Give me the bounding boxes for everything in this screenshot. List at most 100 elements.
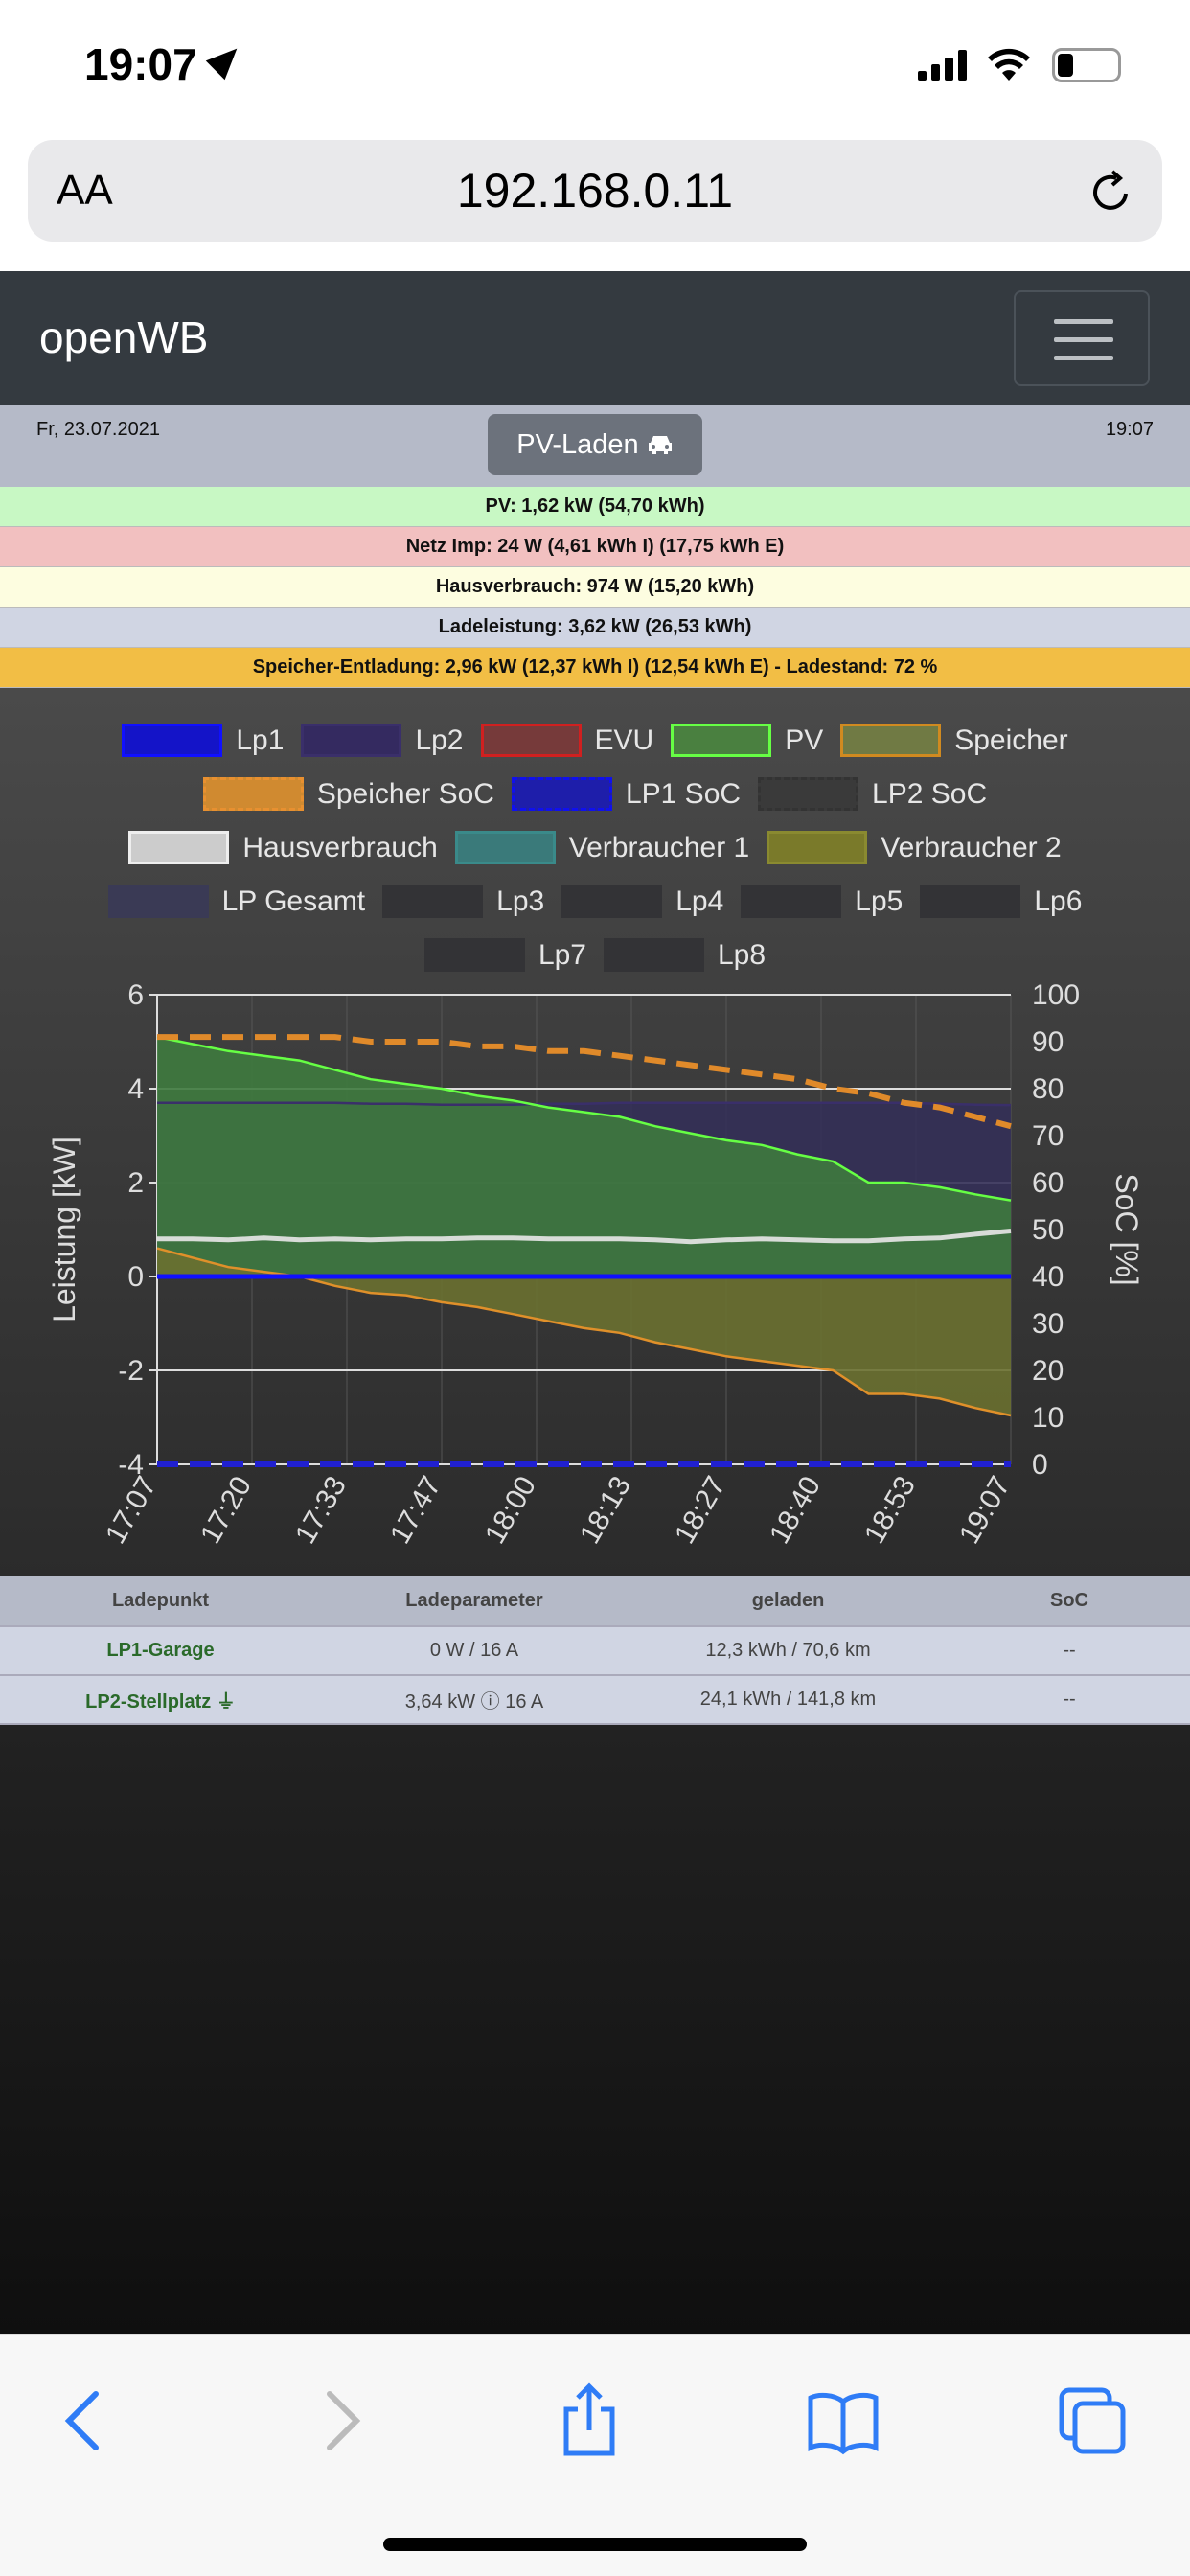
legend-item[interactable]: LP1 SoC <box>511 777 742 811</box>
lp-param: 3,64 kW ⓘ 16 A <box>404 1691 544 1713</box>
y2-tick-label: 0 <box>1032 1449 1048 1481</box>
x-tick-label: 18:40 <box>764 1471 827 1550</box>
table-header: Ladepunkt Ladeparameter geladen SoC <box>0 1576 1190 1627</box>
legend-label: Lp7 <box>538 938 586 971</box>
legend-label: LP2 SoC <box>872 777 988 810</box>
legend-swatch <box>202 777 304 811</box>
legend-swatch <box>920 885 1021 918</box>
header-ladeparameter: Ladeparameter <box>405 1590 543 1611</box>
series-area-pv <box>157 1037 1011 1276</box>
summary-row: PV: 1,62 kW (54,70 kWh) <box>0 487 1190 527</box>
legend-item[interactable]: Verbraucher 1 <box>454 831 750 864</box>
table-row[interactable]: LP1-Garage 0 W / 16 A 12,3 kWh / 70,6 km… <box>0 1627 1190 1676</box>
legend-item[interactable]: Lp4 <box>561 885 723 918</box>
lp-name-cell[interactable]: LP2-Stellplatz ⏚ <box>0 1686 321 1714</box>
legend-item[interactable]: LP Gesamt <box>107 885 366 918</box>
y-tick-label: -4 <box>118 1449 144 1481</box>
y2-tick-label: 20 <box>1032 1355 1064 1387</box>
y2-tick-label: 10 <box>1032 1402 1064 1434</box>
legend-swatch <box>382 885 484 918</box>
table-row[interactable]: LP2-Stellplatz ⏚ 3,64 kW ⓘ 16 A 24,1 kWh… <box>0 1676 1190 1725</box>
lp-charged: 24,1 kWh / 141,8 km <box>699 1689 877 1710</box>
legend-label: Lp2 <box>415 724 464 756</box>
y2-tick-label: 100 <box>1032 979 1080 1011</box>
address-bar[interactable]: AA 192.168.0.11 <box>28 140 1162 242</box>
legend-row: Lp1 Lp2 EVU PV Speicher <box>0 724 1190 757</box>
bookmarks-icon[interactable] <box>805 2382 881 2459</box>
legend-label: Lp5 <box>855 885 904 917</box>
legend-swatch <box>604 938 704 972</box>
car-icon <box>648 436 672 454</box>
date-text: Fr, 23.07.2021 <box>36 419 160 440</box>
legend-row: Lp7 Lp8 <box>0 938 1190 972</box>
brand-logo[interactable]: openWB <box>39 312 209 362</box>
legend-label: LP Gesamt <box>221 885 366 917</box>
series-area-speicher <box>157 1248 1011 1415</box>
legend-item[interactable]: Lp5 <box>741 885 903 918</box>
legend-row: Hausverbrauch Verbraucher 1 Verbraucher 2 <box>0 831 1190 864</box>
tabs-icon[interactable] <box>1054 2382 1131 2459</box>
url-text[interactable]: 192.168.0.11 <box>456 164 734 218</box>
legend-item[interactable]: Lp6 <box>920 885 1082 918</box>
lp-name[interactable]: LP1-Garage <box>106 1640 215 1661</box>
battery-icon <box>1052 48 1121 82</box>
share-icon[interactable] <box>551 2382 628 2459</box>
legend-item[interactable]: Lp1 <box>122 724 284 757</box>
legend-item[interactable]: Lp2 <box>301 724 464 757</box>
status-time: 19:07 <box>84 39 197 89</box>
legend-item[interactable]: EVU <box>480 724 654 757</box>
navbar: openWB <box>0 271 1190 405</box>
menu-toggle-button[interactable] <box>1014 290 1150 386</box>
charge-mode-label: PV-Laden <box>516 428 639 460</box>
legend-swatch <box>423 938 525 972</box>
legend-item[interactable]: PV <box>671 724 823 757</box>
legend-row: LP Gesamt Lp3 Lp4 Lp5 Lp6 <box>0 885 1190 918</box>
back-icon[interactable] <box>46 2382 123 2459</box>
y2-tick-label: 30 <box>1032 1308 1064 1340</box>
summary-row: Speicher-Entladung: 2,96 kW (12,37 kWh I… <box>0 648 1190 688</box>
legend-item[interactable]: Speicher SoC <box>202 777 494 811</box>
info-bar: Fr, 23.07.2021 PV-Laden 19:07 <box>0 405 1190 487</box>
legend-item[interactable]: Hausverbrauch <box>128 831 438 864</box>
x-tick-label: 17:20 <box>195 1471 258 1550</box>
x-tick-label: 18:00 <box>479 1471 542 1550</box>
x-tick-label: 17:47 <box>384 1471 447 1550</box>
legend-swatch <box>741 885 842 918</box>
reload-icon[interactable] <box>1087 169 1133 215</box>
legend-item[interactable]: LP2 SoC <box>758 777 987 811</box>
y2-tick-label: 50 <box>1032 1214 1064 1246</box>
x-tick-label: 19:07 <box>953 1471 1017 1550</box>
legend-item[interactable]: Lp3 <box>382 885 544 918</box>
y2-tick-label: 90 <box>1032 1026 1064 1058</box>
y2-tick-label: 40 <box>1032 1261 1064 1293</box>
legend-label: Verbraucher 2 <box>881 831 1062 863</box>
lp-name[interactable]: LP2-Stellplatz <box>85 1691 212 1713</box>
legend-label: Lp3 <box>496 885 545 917</box>
legend-swatch <box>454 831 556 864</box>
x-tick-label: 18:13 <box>574 1471 637 1550</box>
legend-label: EVU <box>594 724 654 756</box>
legend-item[interactable]: Lp8 <box>604 938 766 972</box>
summary-row: Netz Imp: 24 W (4,61 kWh I) (17,75 kWh E… <box>0 527 1190 567</box>
legend-label: Hausverbrauch <box>242 831 438 863</box>
legend-item[interactable]: Lp7 <box>423 938 586 972</box>
plug-icon: ⏚ <box>216 1691 236 1713</box>
lp-charged: 12,3 kWh / 70,6 km <box>705 1640 871 1661</box>
legend-label: LP1 SoC <box>625 777 742 810</box>
wifi-icon <box>988 48 1030 80</box>
legend-label: Verbraucher 1 <box>568 831 750 863</box>
legend-row: Speicher SoC LP1 SoC LP2 SoC <box>0 777 1190 811</box>
safari-toolbar <box>0 2334 1190 2576</box>
y2-tick-label: 70 <box>1032 1120 1064 1152</box>
charge-mode-button[interactable]: PV-Laden <box>488 414 702 475</box>
legend-swatch <box>301 724 402 757</box>
y-tick-label: -2 <box>118 1355 144 1387</box>
power-chart: 17:07 17:20 17:33 17:47 18:00 18:13 18:27 18:40… <box>47 979 1144 1550</box>
legend-item[interactable]: Verbraucher 2 <box>767 831 1062 864</box>
legend-label: Speicher <box>954 724 1068 756</box>
forward-icon[interactable] <box>303 2382 379 2459</box>
reader-aa-button[interactable]: AA <box>57 167 113 214</box>
legend-item[interactable]: Speicher <box>840 724 1068 757</box>
y-tick-label: 2 <box>127 1167 144 1199</box>
y-tick-label: 6 <box>127 979 144 1011</box>
